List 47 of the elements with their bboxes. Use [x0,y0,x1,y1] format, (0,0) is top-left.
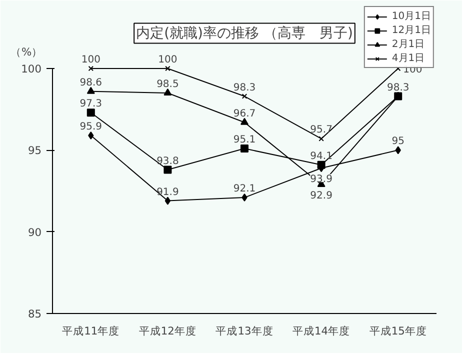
data-label: 100 [158,54,178,66]
data-label: 98.3 [386,82,410,94]
point [318,136,324,142]
data-label: 93.9 [310,174,332,186]
point [164,166,172,174]
data-label: 95.7 [310,124,332,136]
y-tick-label: 90 [28,226,42,239]
data-label: 94.1 [310,150,332,162]
y-axis-title: （%） [10,46,43,58]
x-tick-label: 平成15年度 [369,324,427,338]
point [88,131,94,140]
data-label: 95.9 [80,121,102,132]
data-label: 96.7 [233,108,256,120]
x-tick-label: 平成12年度 [138,324,196,338]
legend-label: 2月1日 [392,38,425,51]
legend-label: 4月1日 [392,52,425,65]
point [165,66,170,72]
data-label: 100 [81,54,100,66]
y-tick-label: 100 [21,62,42,76]
point [86,86,95,94]
data-label: 98.6 [80,77,102,88]
data-label: 93.8 [156,156,179,167]
data-label: 97.3 [80,98,102,110]
data-label: 95.1 [233,134,256,146]
point [86,108,95,117]
data-label: 98.3 [233,82,256,94]
legend-label: 12月1日 [392,24,431,37]
legend-label: 10月1日 [392,10,431,23]
data-label: 91.9 [156,186,179,198]
data-label: 98.5 [156,79,179,90]
x-tick-label: 平成11年度 [62,324,120,338]
chart-title: 内定(就職)率の推移 （高専 男子) [136,25,353,42]
y-tick-label: 95 [28,144,42,158]
point [240,144,248,153]
x-tick-label: 平成13年度 [216,324,274,338]
point [317,160,326,169]
point [164,196,171,205]
point [242,94,248,99]
y-tick-label: 85 [28,308,42,320]
point [164,88,172,96]
point [242,194,248,202]
x-tick-label: 平成14年度 [292,324,350,338]
data-label: 92.1 [233,184,256,195]
point [240,118,248,125]
data-label: 92.9 [310,190,332,202]
point [395,146,401,154]
data-label: 95 [392,136,404,148]
